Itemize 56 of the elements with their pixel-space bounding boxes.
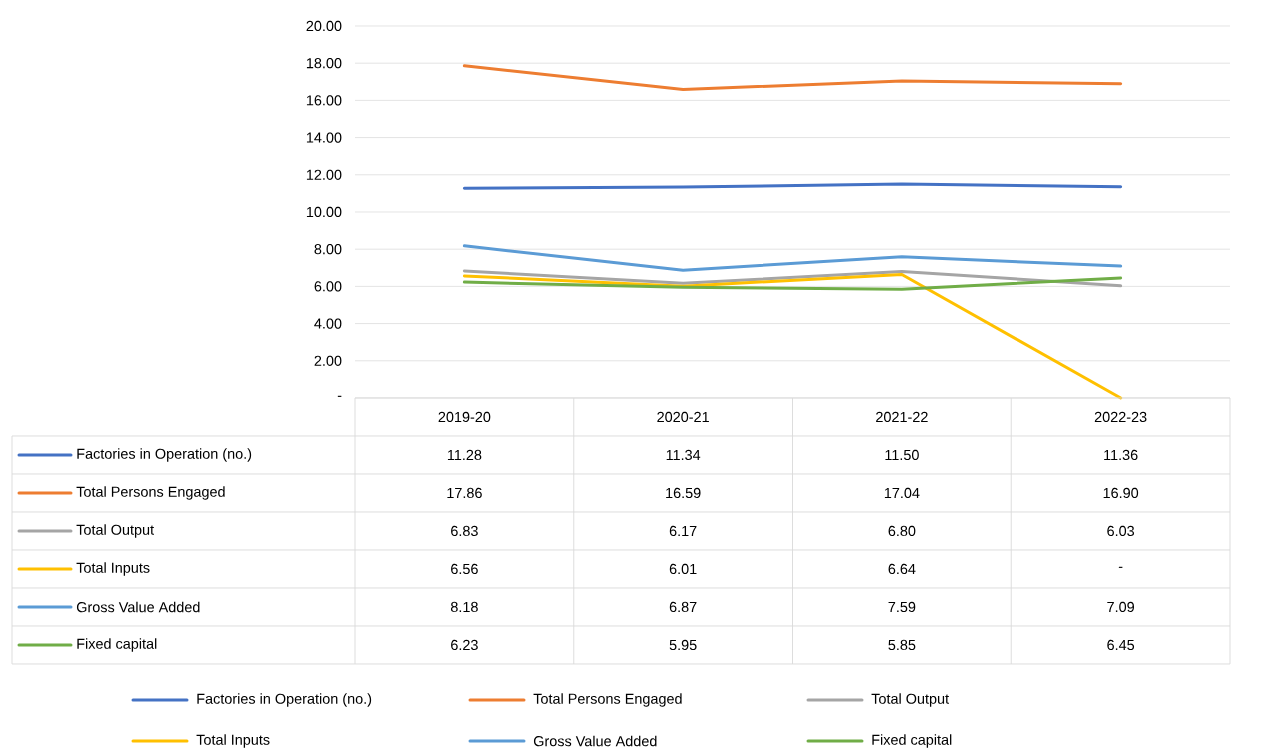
line-series	[462, 276, 1123, 291]
text: Fixed capital	[77, 638, 157, 652]
data-label: 6.80	[888, 525, 916, 537]
data-label: 11.34	[666, 449, 701, 461]
y-tick-label: 4.00	[314, 318, 342, 329]
data-label: 8.18	[450, 601, 478, 613]
data-label: 6.03	[1107, 525, 1135, 537]
data-label: 6.45	[1107, 639, 1135, 651]
data-label: 6.01	[669, 563, 697, 575]
data-label: 5.95	[669, 639, 697, 651]
text: Gross Value Added	[533, 735, 657, 747]
text: Total Persons Engaged	[533, 693, 682, 707]
x-tick-label: 2020-21	[657, 411, 709, 423]
data-label: 6.83	[451, 525, 478, 537]
data-label: 16.90	[1103, 487, 1139, 499]
data-label: 11.28	[447, 449, 482, 461]
data-label: 17.04	[884, 487, 920, 499]
x-tick-label: 2019-20	[438, 411, 491, 423]
y-tick-label: 20.00	[306, 20, 342, 32]
line-series	[462, 272, 1123, 400]
data-label: 6.23	[451, 639, 478, 651]
y-tick-label: 16.00	[306, 95, 342, 106]
line-series	[462, 244, 1123, 272]
text: -	[1118, 566, 1123, 568]
legend-label: Total Output	[76, 524, 154, 538]
data-label: 11.36	[1104, 449, 1138, 461]
legend-label: Total Persons Engaged	[76, 486, 225, 500]
y-tick-label: 10.00	[306, 206, 342, 218]
legend-label: Factories in Operation (no.)	[77, 448, 252, 462]
line-series	[462, 64, 1123, 91]
y-tick-label: 2.00	[314, 355, 342, 366]
legend-label: Gross Value Added	[76, 601, 200, 613]
data-label: 6.87	[669, 601, 697, 613]
data-label: 7.09	[1107, 601, 1134, 613]
y-tick-label: 14.00	[306, 132, 342, 143]
y-tick-label: 12.00	[306, 169, 342, 180]
y-tick-label: 18.00	[306, 58, 342, 69]
data-label: 16.59	[666, 487, 701, 499]
text: Total Output	[871, 693, 949, 707]
data-label: 6.56	[451, 563, 478, 575]
y-tick-label: 6.00	[314, 281, 342, 292]
legend-label: Fixed capital	[872, 734, 952, 748]
text: Factories in Operation (no.)	[197, 693, 372, 707]
data-label: 11.50	[885, 449, 919, 461]
data-label: 7.59	[888, 601, 916, 613]
y-tick-label: 8.00	[314, 244, 342, 255]
legend-label: Total Inputs	[76, 562, 150, 576]
data-label: 6.17	[669, 525, 697, 537]
line-series	[462, 269, 1123, 288]
data-label: 6.64	[888, 563, 916, 575]
data-label: 17.86	[447, 487, 482, 499]
data-label: 5.85	[888, 639, 916, 651]
x-tick-label: 2021-22	[876, 411, 928, 423]
y-tick-label: -	[337, 395, 342, 397]
text: Total Inputs	[196, 734, 270, 748]
x-tick-label: 2022-23	[1094, 411, 1147, 423]
